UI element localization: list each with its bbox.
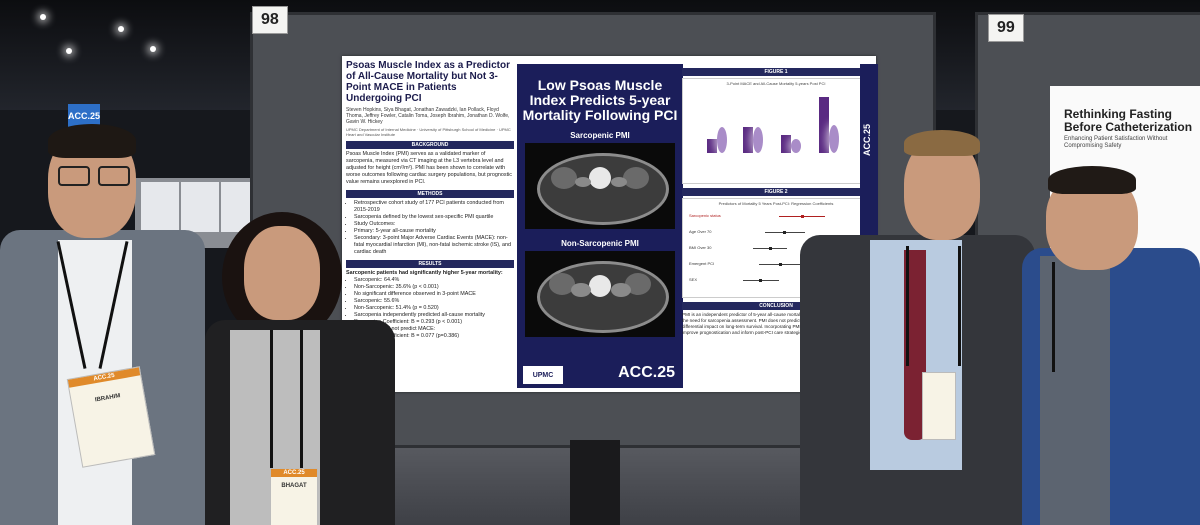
methods-item: Retrospective cohort study of 177 PCI pa… (354, 200, 514, 214)
chart-bar (829, 125, 839, 153)
badge-header: ACC.25 (271, 469, 317, 477)
figure-1-chart: 3-Point MACE and All-Cause Mortality 5-y… (682, 78, 870, 184)
poster-affiliations: UPMC Department of Internal Medicine · U… (346, 127, 511, 137)
chart-bar (781, 135, 791, 153)
hair (904, 130, 980, 156)
figure-1-caption: 3-Point MACE and All-Cause Mortality 5-y… (726, 81, 826, 86)
lanyard (906, 246, 909, 366)
results-item: Sarcopenic: 64.4% (354, 277, 514, 284)
lanyard (300, 330, 303, 470)
badge-name: BHAGAT (281, 483, 307, 489)
results-item: Non-Sarcopenic: 35.6% (p < 0.001) (354, 284, 514, 291)
poster-left-column: Psoas Muscle Index as a Predictor of All… (346, 60, 514, 388)
name-badge: ACC.25 IBRAHIM (66, 366, 156, 468)
forest-label: SEX (689, 277, 698, 282)
methods-item: Study Outcomes: (354, 221, 514, 228)
figure-2-header: FIGURE 2 (682, 188, 870, 196)
chart-bar (743, 127, 753, 153)
head (244, 226, 320, 320)
research-poster: Psoas Muscle Index as a Predictor of All… (342, 56, 878, 392)
ct-scan-image (525, 251, 675, 337)
board-number: 98 (252, 6, 288, 34)
ct-label-non-sarcopenic: Non-Sarcopenic PMI (561, 239, 639, 248)
results-item: No significant difference observed in 3-… (354, 291, 514, 298)
badge-name: IBRAHIM (94, 393, 121, 404)
center-footer: UPMC ACC.25 (517, 362, 683, 388)
conclusion-header: CONCLUSION (682, 302, 870, 310)
section-header-results: RESULTS (346, 260, 514, 268)
methods-item: Secondary: 3-point Major Adverse Cardiac… (354, 235, 514, 256)
results-item: Regression Coefficient: B = 0.293 (p < 0… (354, 319, 514, 326)
name-badge (922, 372, 956, 440)
forest-point (801, 215, 804, 218)
forest-label: Emergent PCI (689, 261, 715, 266)
section-header-background: BACKGROUND (346, 141, 514, 149)
section-header-methods: METHODS (346, 190, 514, 198)
name-badge: ACC.25 BHAGAT (270, 468, 318, 525)
glasses (58, 166, 90, 186)
upmc-logo: UPMC (523, 366, 563, 384)
methods-item: Sarcopenia defined by the lowest sex-spe… (354, 214, 514, 221)
ceiling-light (150, 46, 156, 52)
results-item: Regression Coefficient: B = 0.077 (p=0.3… (354, 333, 514, 340)
forest-point (759, 279, 762, 282)
lanyard (958, 246, 961, 366)
conclusion-text: PMI is an independent predictor of 5-yea… (682, 312, 865, 335)
forest-point (769, 247, 772, 250)
side-banner-label: ACC.25 (862, 124, 872, 157)
forest-label: BMI Over 30 (689, 245, 712, 250)
results-item: Non-Sarcopenic: 51.4% (p = 0.520) (354, 305, 514, 312)
poster-authors: Steven Hopkins, Siya Bhagat, Jonathan Za… (346, 107, 510, 125)
lanyard (270, 330, 273, 470)
ceiling-light (66, 48, 72, 54)
ct-scan-image (525, 143, 675, 229)
ct-label-sarcopenic: Sarcopenic PMI (570, 131, 630, 140)
forest-point (783, 231, 786, 234)
forest-label: Sarcopenic status (689, 213, 721, 218)
chart-bar (791, 139, 801, 153)
ceiling-light (40, 14, 46, 20)
figure-1-header: FIGURE 1 (682, 68, 870, 76)
figure-2-caption: Predictors of Mortality 5 Years Post-PCI… (718, 201, 834, 206)
forest-point (779, 263, 782, 266)
results-item: Sarcopenia independently predicted all-c… (354, 312, 514, 319)
results-intro: Sarcopenic patients had significantly hi… (346, 270, 503, 276)
glasses (98, 166, 130, 186)
poster-99-subtitle: Enhancing Patient Satisfaction Without C… (1064, 136, 1168, 149)
chart-bar (717, 127, 727, 153)
results-item: Sarcopenic: 55.6% (354, 298, 514, 305)
methods-item: Primary: 5-year all-cause mortality (354, 228, 514, 235)
chart-bar (753, 127, 763, 153)
lanyard (1052, 262, 1055, 372)
necktie (904, 250, 926, 440)
board-number: 99 (988, 14, 1024, 42)
hair (48, 124, 136, 158)
hair (1048, 166, 1136, 194)
results-list: Sarcopenic patients had significantly hi… (346, 270, 514, 340)
shirt (1040, 256, 1110, 525)
board-stand (570, 440, 620, 525)
poster-99-title: Rethinking Fasting Before Catheterizatio… (1064, 107, 1193, 134)
ceiling-light (118, 26, 124, 32)
center-title: Low Psoas Muscle Index Predicts 5-year M… (522, 77, 678, 123)
background-text: Psoas Muscle Index (PMI) serves as a val… (346, 151, 512, 185)
acc-logo: ACC.25 (618, 364, 675, 381)
poster-title: Psoas Muscle Index as a Predictor of All… (346, 60, 510, 104)
forest-label: Age Over 70 (689, 229, 712, 234)
chart-bar (707, 139, 717, 153)
poster-center-column: Low Psoas Muscle Index Predicts 5-year M… (517, 64, 683, 388)
chart-bar (819, 97, 829, 153)
results-item: Sarcopenia did not predict MACE: (354, 326, 514, 333)
methods-list: Retrospective cohort study of 177 PCI pa… (346, 200, 514, 256)
